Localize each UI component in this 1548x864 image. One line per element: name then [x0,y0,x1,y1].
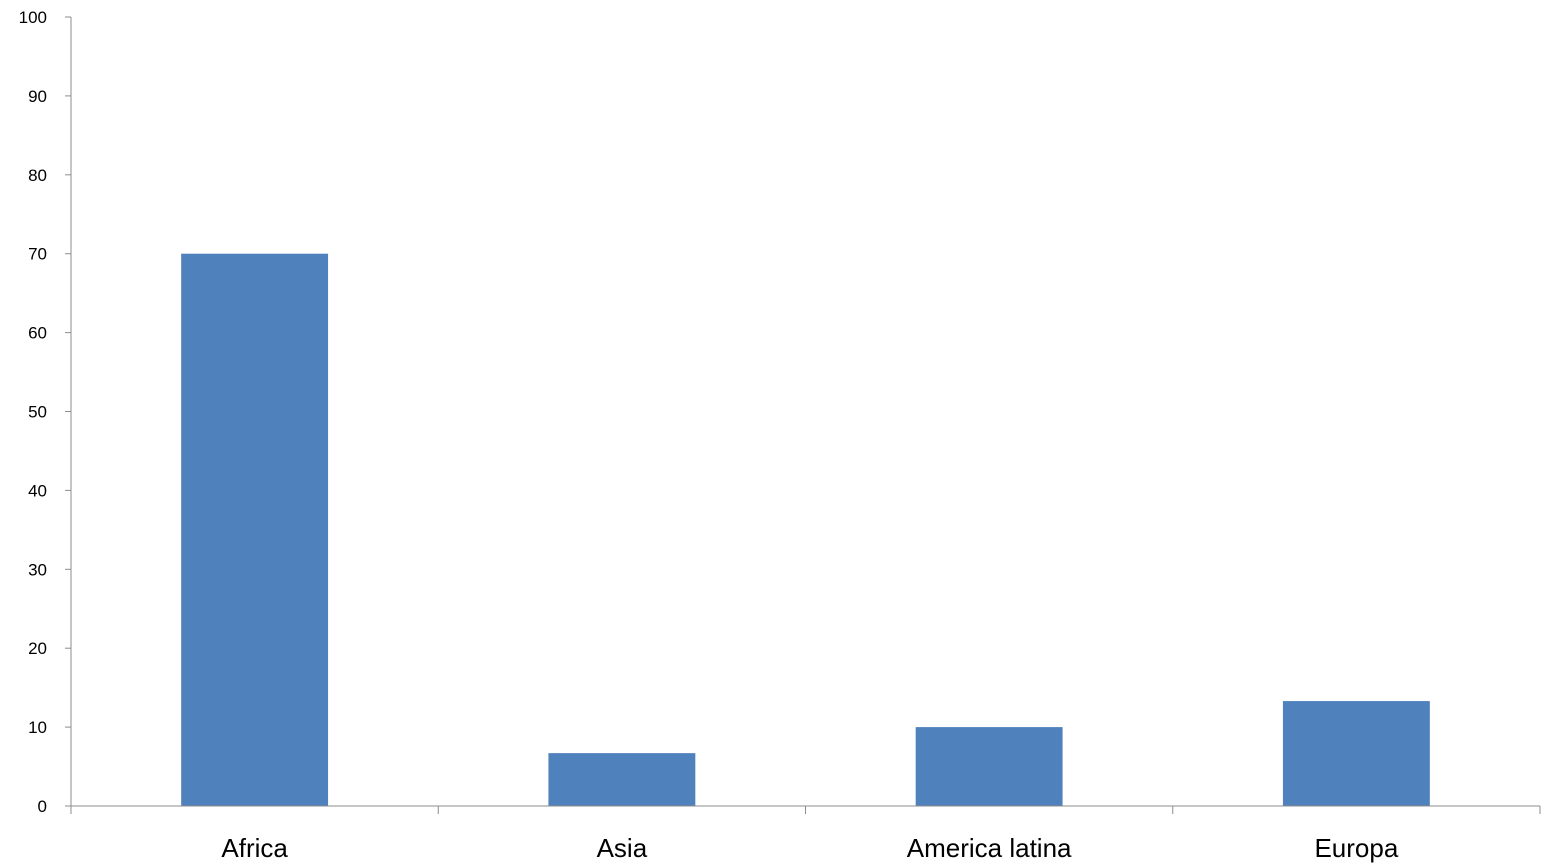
y-tick-label: 20 [28,639,47,658]
x-tick-label: Asia [597,833,648,863]
y-tick-label: 80 [28,166,47,185]
y-tick-label: 30 [28,560,47,579]
x-tick-label: Europa [1314,833,1398,863]
y-tick-label: 100 [19,8,47,27]
y-tick-label: 60 [28,324,47,343]
x-tick-label: Africa [221,833,288,863]
y-tick-label: 40 [28,481,47,500]
bars-group [181,253,1430,806]
bar-america-latina [915,727,1063,806]
x-tick-label: America latina [907,833,1072,863]
bar-africa [181,253,329,806]
x-axis: Africa Asia America latina Europa [70,805,1541,863]
y-tick-label: 10 [28,718,47,737]
bar-europa [1282,701,1430,806]
y-axis: 0 10 20 30 40 50 60 70 80 90 100 [19,8,72,816]
y-tick-label: 70 [28,245,47,264]
bar-asia [548,753,696,806]
y-tick-label: 50 [28,403,47,422]
y-tick-label: 90 [28,87,47,106]
y-tick-label: 0 [38,797,47,816]
